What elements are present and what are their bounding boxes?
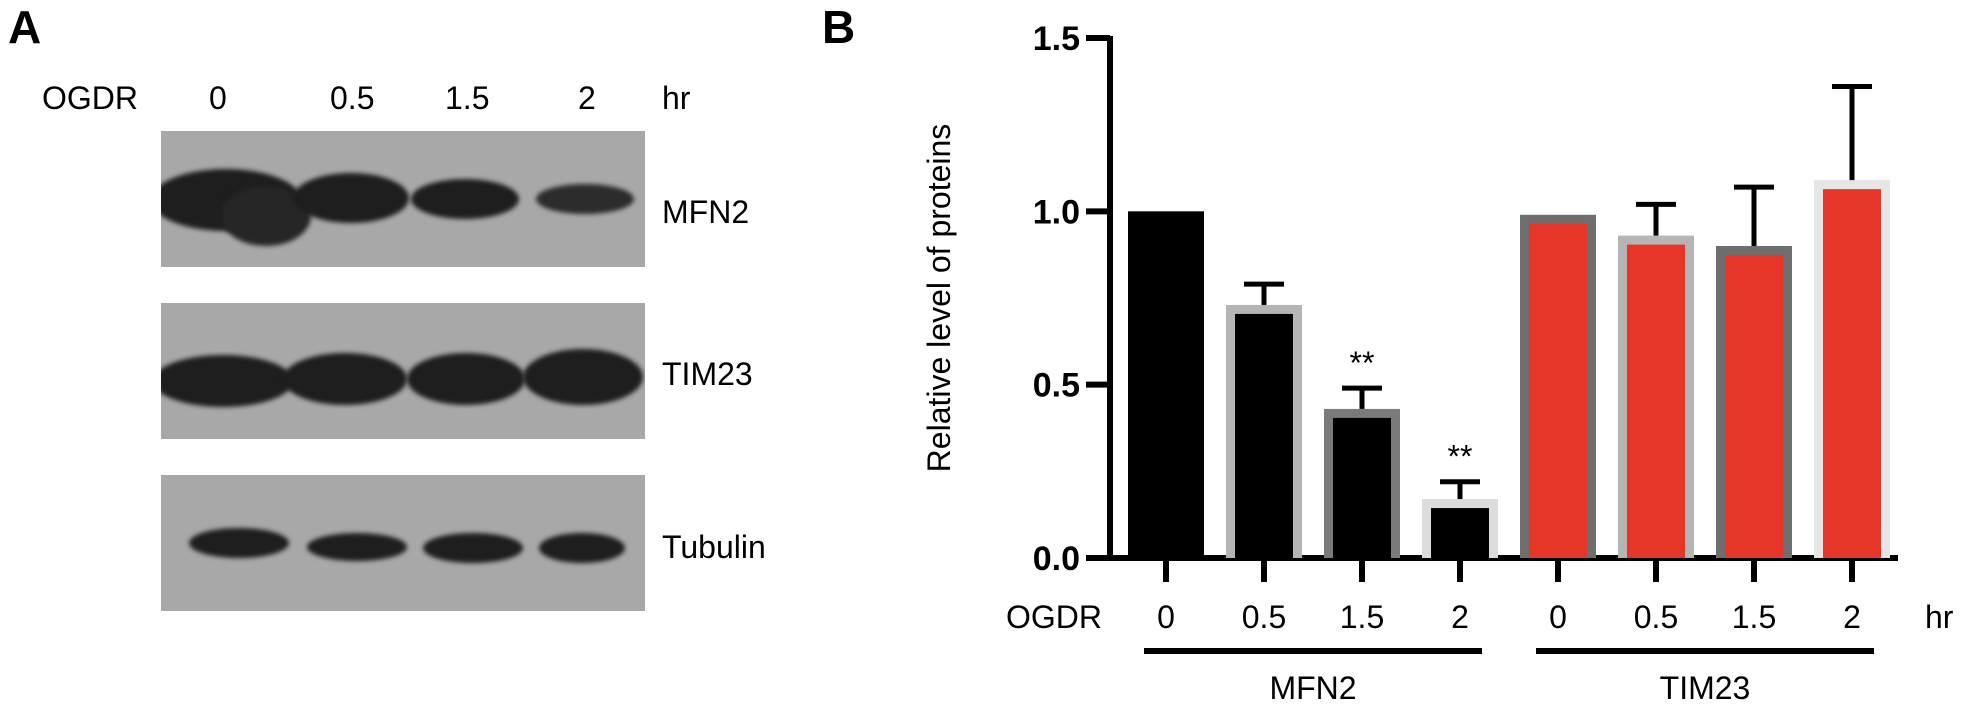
blot-label-tubulin: Tubulin [662,529,766,565]
bar [1137,220,1195,559]
panel-a-treatment-label: OGDR [42,80,138,116]
x-tick-label: 0 [1157,599,1175,635]
group-label: MFN2 [1269,670,1356,706]
blot-band [523,349,643,405]
bar [1725,255,1783,558]
western-blot-mfn2 [161,131,645,267]
significance-marker: ** [1350,345,1375,381]
blot-band [293,173,409,223]
blot-label-tim23: TIM23 [662,356,753,392]
blot-band [283,353,407,405]
bar [1431,508,1489,558]
blot-label-mfn2: MFN2 [662,194,750,230]
blot-band [161,355,293,407]
western-blot-tubulin [161,475,645,611]
blot-band [189,528,289,558]
y-tick-label: 1.5 [1033,20,1080,58]
x-tick-label: 2 [1451,599,1469,635]
panel-a-time-unit: hr [662,80,691,116]
bar [1235,313,1293,558]
significance-marker: ** [1448,439,1473,475]
x-tick-label: 0.5 [1242,599,1286,635]
x-tick-label: 0 [1549,599,1567,635]
panel-a-time-label: 2 [578,80,596,116]
blot-band [411,179,519,219]
bar [1627,244,1685,558]
western-blot-tim23 [161,303,645,439]
x-tick-label: 0.5 [1634,599,1678,635]
blot-band [307,533,407,561]
x-tick-label: 1.5 [1732,599,1776,635]
bar [1823,189,1881,558]
panel-a-letter: A [8,1,42,53]
x-tick-label: 1.5 [1340,599,1384,635]
panel-a-time-label: 0 [209,80,227,116]
panel-b-treatment-label: OGDR [1006,599,1102,635]
blot-band [407,353,525,405]
y-tick-label: 1.0 [1033,193,1080,231]
y-tick-label: 0.5 [1033,367,1080,405]
bar [1333,417,1391,558]
panel-a-time-label: 0.5 [330,80,375,116]
group-label: TIM23 [1660,670,1751,706]
blot-band [536,184,634,214]
y-axis-label: Relative level of proteins [921,124,957,473]
y-tick-label: 0.0 [1033,540,1080,578]
panel-a-time-label: 1.5 [445,80,490,116]
panel-b-time-unit: hr [1925,599,1954,635]
blot-band [423,533,523,563]
x-tick-label: 2 [1843,599,1861,635]
panel-b-letter: B [822,1,856,53]
blot-band [539,533,625,563]
bar [1529,223,1587,559]
